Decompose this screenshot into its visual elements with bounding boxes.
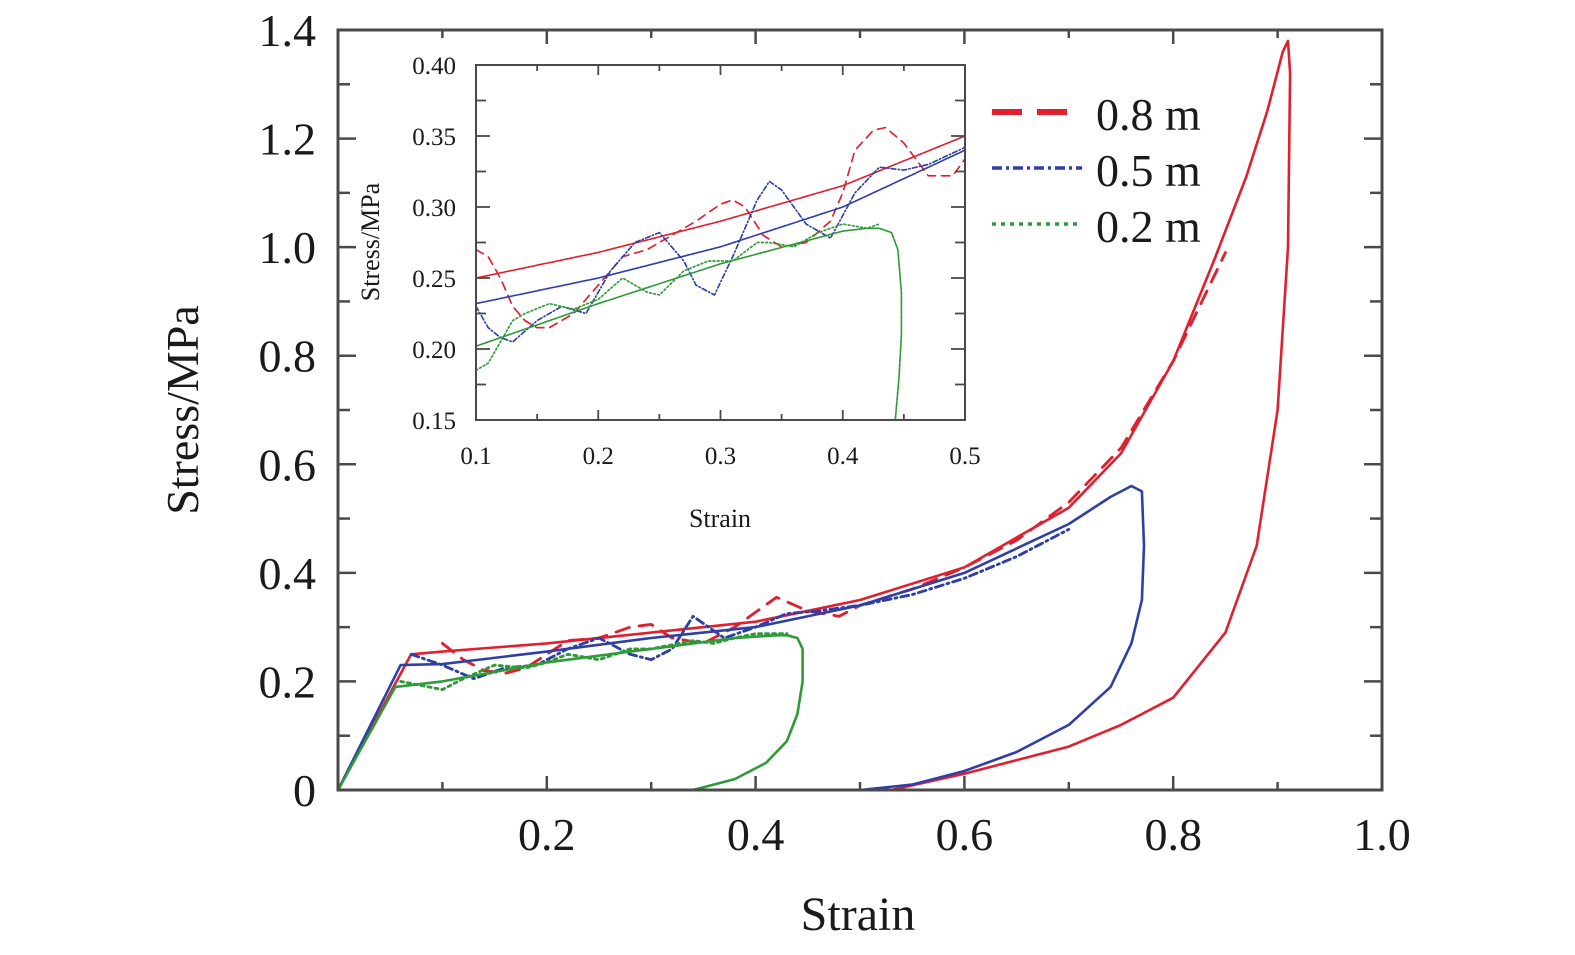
- main-plot: 0.2 0.4 0.6 0.8 1.0 0 0.2 0.4 0.6 0.8 1.0 1.2 1.4 S…: [157, 5, 1411, 941]
- main-y-tick-label: 0.8: [259, 331, 317, 382]
- main-series-0-5-m-simulation: [336, 484, 1146, 792]
- inset-series-0-8-m-simulation: [475, 135, 966, 279]
- inset-y-axis-title: Stress/MPa: [356, 182, 385, 301]
- main-y-tick-label: 1.2: [259, 114, 317, 165]
- inset-y-tick-label: 0.20: [412, 337, 456, 364]
- main-x-tick-label: 0.4: [727, 809, 785, 860]
- inset-x-tick-label: 0.1: [460, 443, 491, 470]
- inset-series-0-5-m-experiment: [475, 146, 966, 343]
- main-y-tick-label: 1.4: [259, 5, 317, 56]
- main-series-0-8-m-simulation: [336, 39, 1292, 792]
- main-x-axis-title: Strain: [801, 888, 916, 941]
- inset-series-0-2-m-experiment: [475, 223, 881, 372]
- inset-series-0-8-m-experiment: [475, 126, 966, 329]
- main-y-tick-label: 0.4: [259, 548, 317, 599]
- inset-background: [476, 65, 965, 420]
- inset-y-tick-label: 0.30: [412, 195, 456, 222]
- inset-plot: 0.1 0.2 0.3 0.4 0.5 0.15 0.20 0.25 0.30 0.35 0.40…: [356, 53, 981, 533]
- legend-label: 0.5 m: [1096, 145, 1201, 196]
- inset-series-0-2-m-simulation: [475, 227, 903, 421]
- main-ticks: [336, 28, 1384, 792]
- main-y-axis-title: Stress/MPa: [157, 305, 208, 515]
- inset-series-group: [475, 126, 966, 421]
- legend-label: 0.8 m: [1096, 89, 1201, 140]
- inset-y-tick-label: 0.35: [412, 124, 456, 151]
- main-x-tick-label: 0.8: [1144, 809, 1202, 860]
- inset-x-tick-label: 0.5: [949, 443, 980, 470]
- legend-label: 0.2 m: [1096, 201, 1201, 252]
- main-x-tick-label: 0.6: [936, 809, 994, 860]
- inset-x-tick-label: 0.4: [827, 443, 859, 470]
- main-series-group: [336, 39, 1292, 792]
- main-x-tick-label: 1.0: [1353, 809, 1411, 860]
- inset-y-tick-labels: 0.15 0.20 0.25 0.30 0.35 0.40: [412, 53, 456, 435]
- main-series-0-2-m-experiment: [399, 632, 789, 692]
- inset-x-tick-label: 0.2: [583, 443, 614, 470]
- inset-x-axis-title: Strain: [689, 504, 751, 533]
- main-y-tick-labels: 0 0.2 0.4 0.6 0.8 1.0 1.2 1.4: [259, 5, 317, 816]
- inset-x-tick-label: 0.3: [705, 443, 736, 470]
- inset-x-tick-labels: 0.1 0.2 0.3 0.4 0.5: [460, 443, 980, 470]
- inset-series-0-5-m-simulation: [475, 149, 966, 305]
- main-series-0-8-m-experiment: [440, 251, 1227, 675]
- main-series-0-2-m-simulation: [336, 634, 804, 792]
- main-series-0-5-m-experiment: [409, 527, 1071, 681]
- legend: 0.8 m0.5 m0.2 m: [992, 89, 1201, 252]
- inset-ticks: [475, 64, 966, 421]
- inset-y-tick-label: 0.40: [412, 53, 456, 80]
- main-y-tick-label: 1.0: [259, 222, 317, 273]
- main-x-tick-label: 0.2: [518, 809, 576, 860]
- main-y-tick-label: 0.2: [259, 656, 317, 707]
- main-x-tick-labels: 0.2 0.4 0.6 0.8 1.0: [518, 809, 1411, 860]
- main-y-tick-label: 0: [293, 765, 316, 816]
- inset-y-tick-label: 0.25: [412, 266, 456, 293]
- main-y-tick-label: 0.6: [259, 439, 317, 490]
- inset-y-tick-label: 0.15: [412, 408, 456, 435]
